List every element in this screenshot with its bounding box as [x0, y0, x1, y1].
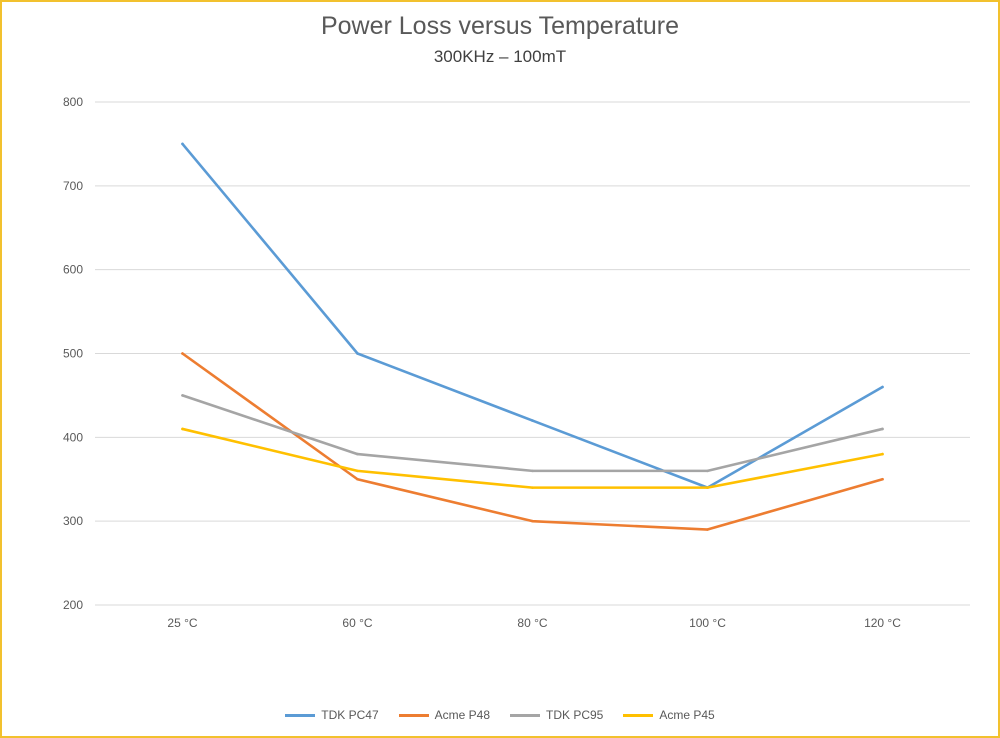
- data-point-acme-p48: [881, 477, 884, 481]
- y-tick-label: 600: [63, 263, 83, 277]
- data-point-acme-p48: [531, 519, 534, 523]
- data-point-tdk-pc47: [181, 142, 184, 146]
- legend-item-tdk-pc47: TDK PC47: [285, 708, 379, 722]
- data-point-tdk-pc95: [181, 394, 184, 397]
- legend-label: Acme P45: [659, 708, 715, 722]
- data-point-tdk-pc95: [881, 427, 884, 431]
- legend-swatch: [398, 713, 429, 717]
- y-axis-ticks: 200 300 400 500 600 700 800: [63, 95, 83, 612]
- x-axis-ticks: 25 °C 60 °C 80 °C 100 °C 120 °C: [167, 616, 901, 630]
- legend-swatch: [285, 713, 316, 717]
- data-point-acme-p45: [706, 486, 709, 489]
- legend-item-tdk-pc95: TDK PC95: [510, 708, 603, 722]
- x-tick-label: 100 °C: [689, 616, 726, 630]
- x-tick-label: 60 °C: [342, 616, 372, 630]
- data-point-tdk-pc47: [881, 385, 884, 389]
- gridlines: [95, 101, 970, 606]
- legend-item-acme-p48: Acme P48: [398, 708, 490, 722]
- data-point-acme-p48: [181, 352, 184, 355]
- series-lines: [181, 142, 884, 531]
- y-tick-label: 200: [63, 598, 83, 612]
- legend-swatch: [510, 713, 540, 717]
- data-point-acme-p48: [706, 528, 709, 531]
- legend-label: Acme P48: [434, 708, 490, 722]
- chart-title: Power Loss versus Temperature: [320, 12, 680, 40]
- x-tick-label: 25 °C: [167, 616, 197, 630]
- data-point-tdk-pc95: [531, 469, 534, 473]
- y-tick-label: 400: [63, 430, 83, 444]
- legend-item-acme-p45: Acme P45: [623, 708, 715, 722]
- data-point-tdk-pc47: [531, 419, 534, 422]
- series-line-acme-p48: [181, 352, 884, 531]
- data-point-tdk-pc95: [356, 452, 359, 456]
- data-point-acme-p45: [181, 427, 184, 431]
- data-point-tdk-pc47: [356, 352, 359, 355]
- chart-subtitle: 300KHz – 100mT: [433, 47, 567, 66]
- y-tick-label: 500: [63, 347, 83, 361]
- x-tick-label: 80 °C: [517, 616, 547, 630]
- y-tick-label: 700: [63, 179, 83, 193]
- y-tick-label: 300: [63, 514, 83, 528]
- y-tick-label: 800: [63, 95, 83, 109]
- series-line-tdk-pc47: [181, 142, 884, 489]
- legend: TDK PC47 Acme P48 TDK PC95 Acme P45: [0, 708, 1000, 722]
- legend-label: TDK PC95: [546, 708, 604, 722]
- data-point-acme-p48: [356, 477, 359, 481]
- data-point-acme-p45: [356, 469, 359, 473]
- series-line-tdk-pc95: [181, 394, 884, 473]
- data-point-acme-p45: [881, 452, 884, 456]
- legend-label: TDK PC47: [321, 708, 379, 722]
- legend-swatch: [623, 713, 654, 717]
- data-point-acme-p45: [531, 486, 534, 489]
- data-point-tdk-pc95: [706, 469, 709, 473]
- x-tick-label: 120 °C: [864, 616, 901, 630]
